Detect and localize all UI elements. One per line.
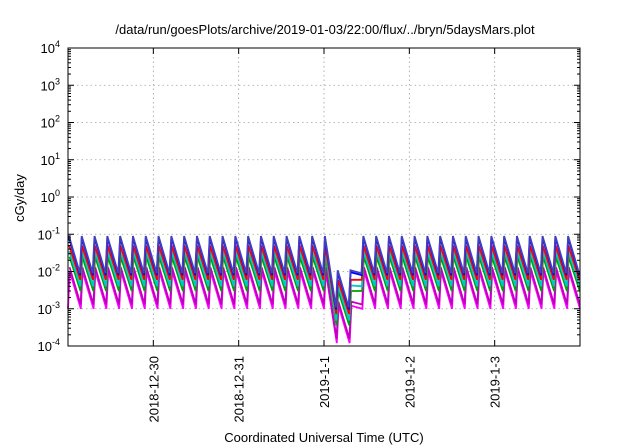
chart-title: /data/run/goesPlots/archive/2019-01-03/2… xyxy=(115,22,535,37)
y-tick-label: 10-2 xyxy=(38,263,60,280)
x-tick-label: 2019-1-1 xyxy=(317,356,332,408)
series-group xyxy=(67,235,581,344)
x-axis: 2018-12-30 2018-12-31 2019-1-1 2019-1-2 2019… xyxy=(146,48,503,423)
x-tick-label: 2019-1-3 xyxy=(488,356,503,408)
x-tick-label: 2019-1-2 xyxy=(402,356,417,408)
y-tick-label: 102 xyxy=(41,114,60,131)
x-tick-label: 2018-12-31 xyxy=(232,356,247,423)
y-tick-label: 10-1 xyxy=(38,225,60,242)
y-tick-label: 10-4 xyxy=(38,337,60,354)
x-tick-label: 2018-12-30 xyxy=(146,356,161,423)
series-line xyxy=(68,235,580,308)
y-tick-label: 100 xyxy=(41,188,60,205)
y-tick-label: 101 xyxy=(41,151,60,168)
y-axis-label: cGy/day xyxy=(12,174,27,222)
x-axis-label: Coordinated Universal Time (UTC) xyxy=(224,430,423,445)
y-tick-label: 104 xyxy=(41,39,60,56)
y-axis: 10-4 10-3 10-2 10-1 100 101 102 103 104 xyxy=(38,39,580,354)
y-tick-label: 10-3 xyxy=(38,300,60,317)
y-tick-label: 103 xyxy=(41,76,60,93)
